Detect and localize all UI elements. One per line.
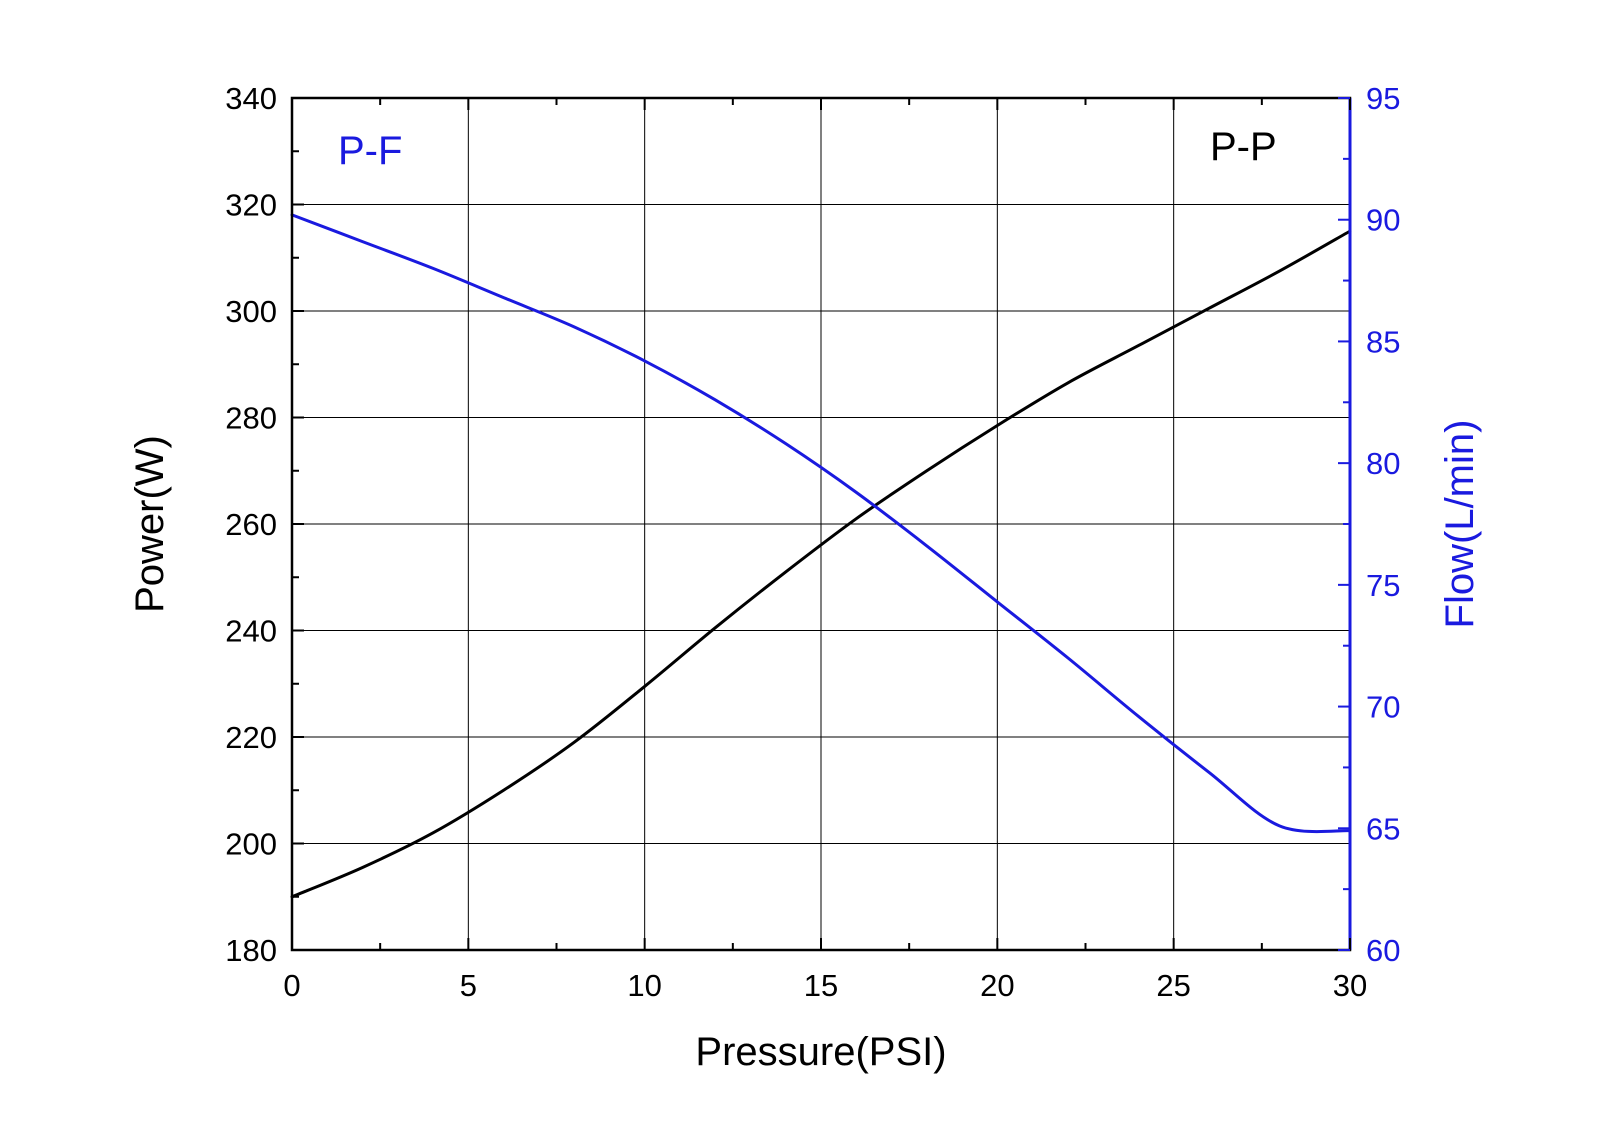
x-tick-label: 10: [627, 968, 661, 1003]
y-right-tick-label: 70: [1366, 690, 1400, 725]
grid-lines: [292, 98, 1350, 950]
x-tick-label: 25: [1156, 968, 1190, 1003]
x-tick-label: 5: [460, 968, 477, 1003]
y-right-tick-label: 95: [1366, 81, 1400, 116]
y-left-axis-title: Power(W): [128, 435, 172, 613]
y-right-axis-title: Flow(L/min): [1438, 420, 1482, 629]
y-left-tick-label: 240: [225, 614, 277, 649]
y-left-tick-label: 220: [225, 720, 277, 755]
y-right-tick-label: 85: [1366, 324, 1400, 359]
series-line-p-p: [290, 229, 1352, 899]
y-left-tick-label: 260: [225, 507, 277, 542]
x-tick-label: 0: [283, 968, 300, 1003]
y-left-tick-label: 180: [225, 933, 277, 968]
y-left-tick-label: 340: [225, 81, 277, 116]
y-right-tick-label: 90: [1366, 203, 1400, 238]
axis-ticks: [291, 97, 1351, 951]
y-left-tick-label: 280: [225, 401, 277, 436]
y-right-tick-label: 65: [1366, 811, 1400, 846]
x-tick-label: 15: [804, 968, 838, 1003]
annotation-p-p: P-P: [1210, 125, 1277, 169]
y-left-tick-label: 320: [225, 188, 277, 223]
y-right-tick-label: 60: [1366, 933, 1400, 968]
x-tick-label: 30: [1333, 968, 1367, 1003]
annotation-p-f: P-F: [338, 129, 402, 173]
y-left-tick-label: 200: [225, 827, 277, 862]
x-axis-title: Pressure(PSI): [695, 1030, 946, 1074]
series-lines: [290, 213, 1352, 899]
series-line-p-f: [290, 213, 1352, 834]
y-right-tick-label: 80: [1366, 446, 1400, 481]
tick-labels: 0 5 10 15 20 25 30 180 200 220 240 260 280 300 320 340 6…: [225, 81, 1400, 1003]
y-left-tick-label: 300: [225, 294, 277, 329]
x-tick-label: 20: [980, 968, 1014, 1003]
y-right-tick-label: 75: [1366, 568, 1400, 603]
